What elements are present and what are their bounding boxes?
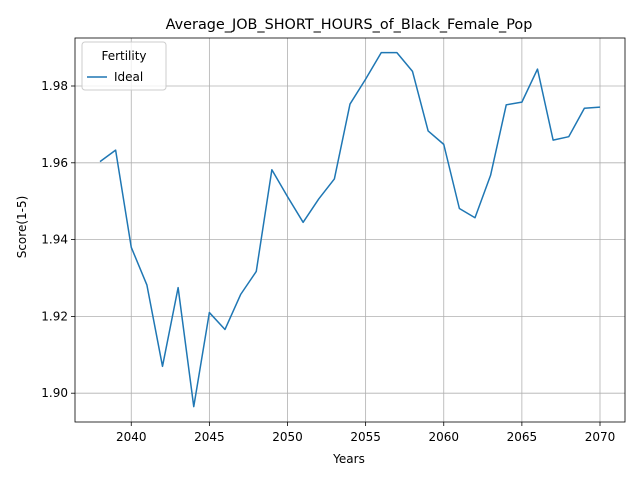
y-tick-label: 1.90 [41,386,68,400]
x-tick-label: 2055 [350,430,381,444]
x-tick-label: 2040 [116,430,147,444]
legend: Fertility Ideal [81,41,167,91]
axis-ticks: 2040 2045 2050 2055 2060 2065 2070 1.90 1.92 1.94… [41,79,615,444]
y-tick-label: 1.96 [41,156,68,170]
x-axis-label: Years [332,452,365,466]
x-tick-label: 2065 [507,430,538,444]
y-axis-label: Score(1-5) [15,196,29,259]
y-tick-label: 1.98 [41,79,68,93]
plot-frame [74,37,626,423]
x-tick-label: 2070 [585,430,616,444]
grid-lines [75,38,625,422]
x-tick-label: 2050 [272,430,303,444]
legend-box [81,41,167,91]
x-tick-label: 2045 [194,430,225,444]
series-line-ideal [99,51,601,408]
chart-title: Average_JOB_SHORT_HOURS_of_Black_Female_… [166,17,533,33]
legend-title: Fertility [101,49,146,63]
y-tick-label: 1.94 [41,233,68,247]
legend-label-ideal: Ideal [114,70,143,84]
y-tick-label: 1.92 [41,309,68,323]
x-tick-label: 2060 [428,430,459,444]
series-layer [99,51,601,408]
